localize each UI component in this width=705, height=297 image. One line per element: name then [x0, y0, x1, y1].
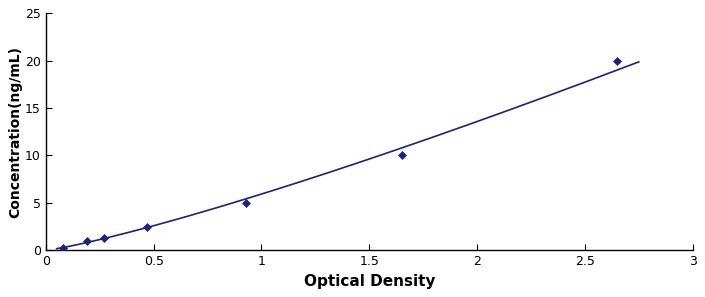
- Y-axis label: Concentration(ng/mL): Concentration(ng/mL): [8, 46, 23, 218]
- X-axis label: Optical Density: Optical Density: [304, 274, 435, 289]
